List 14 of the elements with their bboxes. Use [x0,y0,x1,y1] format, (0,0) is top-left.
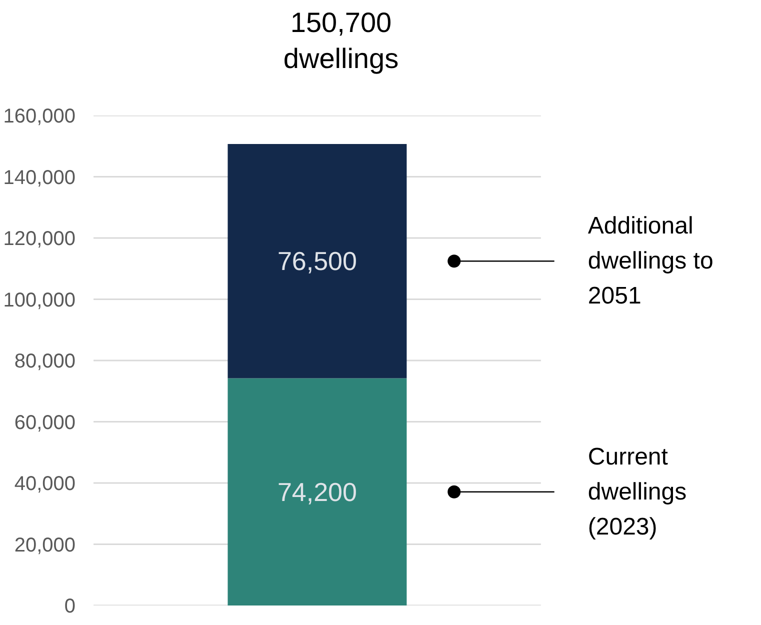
y-tick-label: 140,000 [3,166,76,189]
y-tick-label: 160,000 [3,106,76,128]
data-label: 74,200 [277,476,357,507]
y-tick-label: 120,000 [3,228,76,250]
y-tick-label: 40,000 [14,473,76,495]
y-tick-label: 0 [64,596,76,618]
text: Current dwellings (2023) [588,443,687,540]
y-tick-label: 100,000 [3,289,76,312]
total-label: 150,700 dwellings [283,6,399,76]
data-label: 76,500 [277,246,357,276]
y-tick-label: 80,000 [14,350,76,372]
y-tick-label: 60,000 [14,412,76,434]
y-tick-label: 20,000 [14,534,76,556]
text: Additional dwellings to 2051 [588,212,714,310]
